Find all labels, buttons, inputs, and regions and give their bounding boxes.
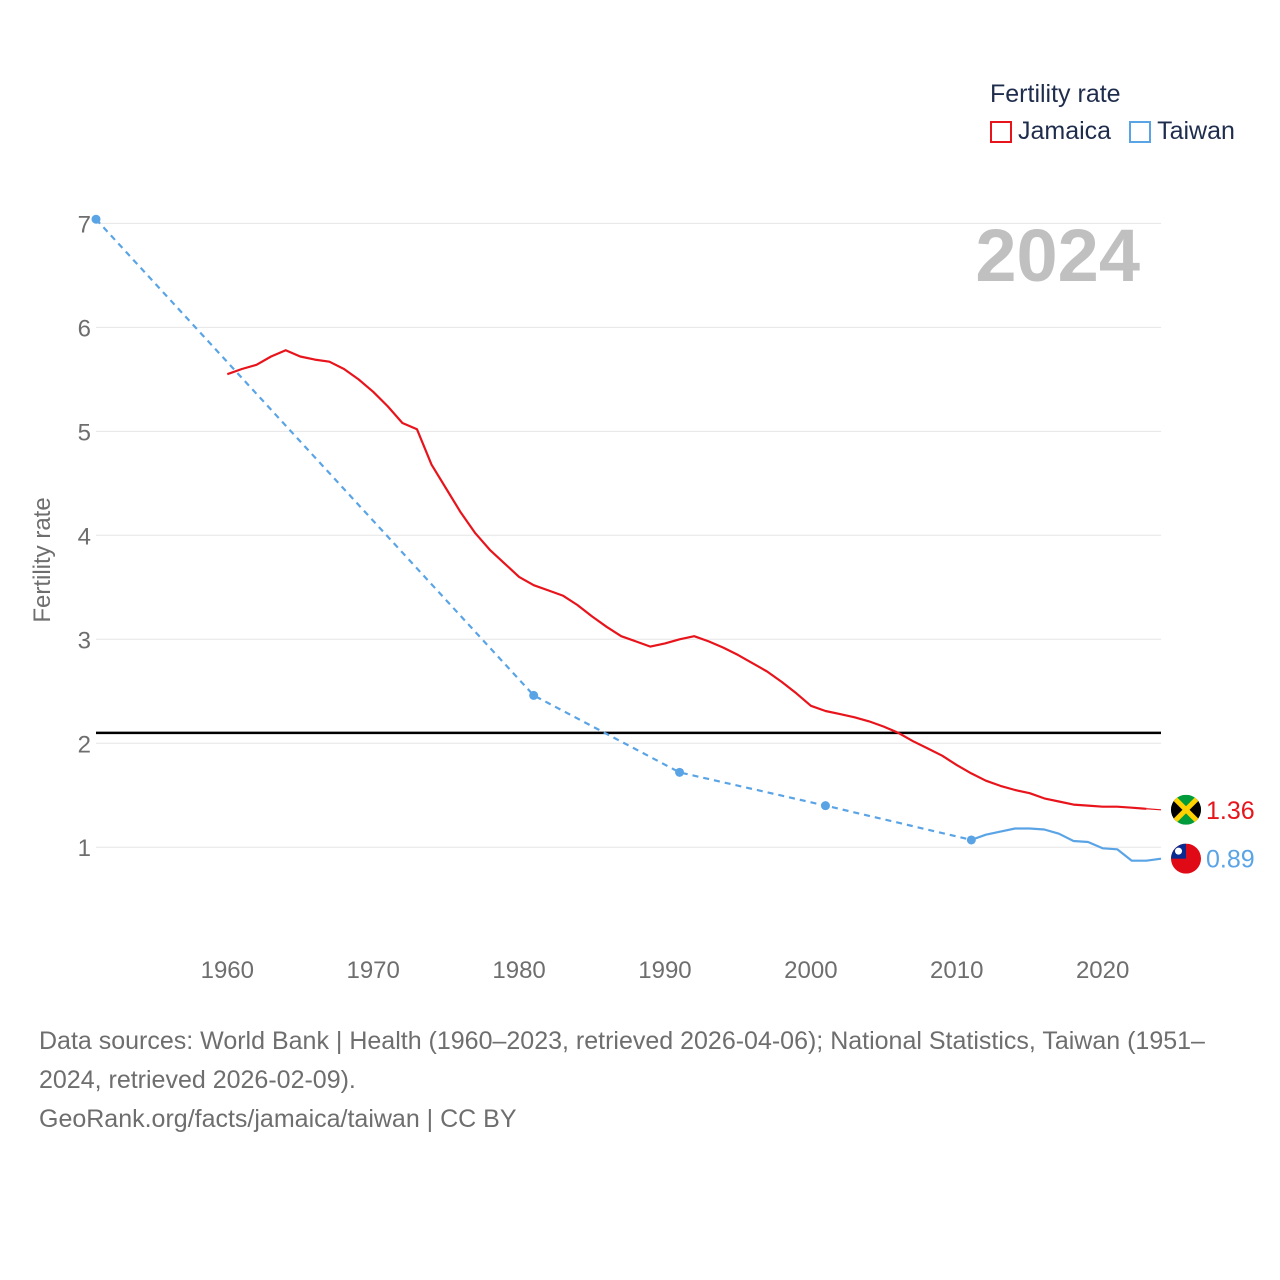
x-tick-label: 1960 — [201, 957, 254, 984]
y-tick-label: 7 — [78, 211, 91, 238]
x-tick-label: 2010 — [930, 957, 983, 984]
chart: 1 2 3 4 5 6 7 1960 1970 1980 1990 2000 2010 2020 1.3… — [29, 211, 1255, 984]
flag-black-left — [1171, 794, 1186, 825]
series-line-jamaica — [226, 349, 1147, 810]
y-tick-label: 3 — [78, 627, 91, 654]
jamaica-flag-icon — [1171, 794, 1201, 825]
taiwan-flag-icon — [1171, 843, 1201, 874]
flag-black-right — [1186, 794, 1201, 825]
data-point-taiwan — [675, 767, 685, 777]
x-axis: 1960 1970 1980 1990 2000 2010 2020 — [201, 957, 1130, 984]
data-point-taiwan — [91, 214, 101, 224]
y-tick-label: 4 — [78, 523, 91, 550]
year-label: 2024 — [975, 214, 1140, 297]
x-tick-label: 1970 — [346, 957, 399, 984]
series-line-taiwan — [970, 827, 1162, 862]
data-point-taiwan — [529, 690, 539, 700]
legend-item-jamaica[interactable]: Jamaica — [990, 117, 1111, 146]
flag-sun — [1175, 847, 1182, 855]
data-sources: Data sources: World Bank | Health (1960–… — [39, 1027, 1205, 1094]
end-label-taiwan: 0.89 — [1206, 846, 1255, 874]
x-tick-label: 1980 — [492, 957, 545, 984]
flag-saltire-b — [1171, 794, 1201, 825]
caption: Data sources: World Bank | Health (1960–… — [39, 1022, 1249, 1139]
series-layer: 1.36 0.89 — [91, 214, 1255, 874]
y-tick-label: 1 — [78, 835, 91, 862]
legend-swatch-taiwan — [1129, 120, 1152, 143]
x-tick-label: 2000 — [784, 957, 837, 984]
series-line-taiwan-sparse — [95, 218, 972, 841]
y-axis-label: Fertility rate — [29, 497, 56, 622]
legend-title: Fertility rate — [990, 80, 1121, 108]
legend: Fertility rate Jamaica Taiwan — [990, 80, 1253, 146]
series-extension-jamaica — [1146, 808, 1162, 811]
x-tick-label: 2020 — [1076, 957, 1129, 984]
x-tick-label: 1990 — [638, 957, 691, 984]
source-link[interactable]: GeoRank.org/facts/jamaica/taiwan | CC BY — [39, 1105, 517, 1133]
legend-label-taiwan: Taiwan — [1157, 117, 1235, 145]
legend-swatch-jamaica — [990, 120, 1012, 143]
y-tick-label: 5 — [78, 419, 91, 446]
legend-item-taiwan[interactable]: Taiwan — [1129, 117, 1235, 146]
taiwan-flag-body — [1171, 843, 1201, 874]
y-tick-label: 6 — [78, 315, 91, 342]
legend-label-jamaica: Jamaica — [1018, 117, 1112, 145]
data-point-taiwan — [820, 801, 830, 811]
y-tick-label: 2 — [78, 731, 91, 758]
jamaica-flag-body — [1171, 794, 1201, 825]
grid: 1 2 3 4 5 6 7 — [78, 211, 1161, 862]
end-label-jamaica: 1.36 — [1206, 797, 1255, 825]
